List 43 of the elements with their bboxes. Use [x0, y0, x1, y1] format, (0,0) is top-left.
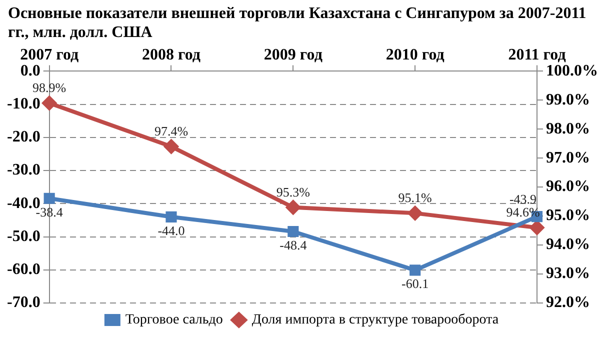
- point: [530, 220, 544, 235]
- chart-title: Основные показатели внешней торговли Казахстана с Сингапуром за 2007-2011 гг., млн. долл. США: [7, 4, 588, 42]
- x-tick-label: 2011 год: [508, 46, 566, 64]
- point: [44, 192, 55, 204]
- x-tick-label: 2010 год: [386, 46, 444, 64]
- x-tick-label: 2007 год: [20, 46, 79, 64]
- point: [410, 264, 421, 276]
- y2-tick-label: 96.0%: [546, 178, 590, 196]
- y-tick-label: -40.0: [7, 194, 40, 212]
- point: [286, 200, 300, 214]
- legend-label: Доля импорта в структуре товарооборота: [252, 312, 500, 328]
- data-label: -48.4: [280, 237, 308, 252]
- point: [166, 211, 177, 222]
- y2-tick-label: 97.0%: [546, 149, 590, 166]
- y-tick-label: -30.0: [7, 162, 40, 179]
- data-label: -43.9: [509, 191, 537, 206]
- y-tick-label: -70.0: [7, 294, 40, 312]
- data-label: -60.1: [402, 276, 429, 292]
- point: [408, 206, 422, 220]
- point: [42, 96, 56, 110]
- y2-tick-label: 95.0%: [546, 207, 590, 224]
- data-label: 97.4%: [154, 123, 188, 138]
- data-label: 95.3%: [276, 184, 310, 200]
- y2-tick-label: 94.0%: [546, 236, 590, 254]
- y-tick-label: 0.0: [20, 62, 40, 80]
- y-tick-label: -20.0: [7, 128, 40, 146]
- y-tick-label: -50.0: [7, 228, 40, 245]
- data-label: 95.1%: [398, 190, 432, 206]
- data-label: -44.0: [158, 222, 185, 238]
- x-tick-label: 2008 год: [142, 46, 200, 64]
- legend-label: Торговое сальдо: [125, 312, 223, 328]
- y-tick-label: -60.0: [7, 261, 40, 278]
- point: [164, 140, 178, 154]
- y2-tick-label: 92.0%: [546, 294, 590, 312]
- point: [288, 226, 299, 238]
- y2-tick-label: 98.0%: [546, 120, 590, 138]
- y-tick-label: -10.0: [7, 95, 40, 112]
- y2-tick-label: 93.0%: [546, 265, 590, 282]
- data-label: 94.6%: [506, 204, 540, 220]
- x-tick-label: 2009 год: [264, 46, 322, 64]
- y2-tick-label: 99.0%: [546, 91, 590, 108]
- data-label: 98.9%: [32, 80, 66, 95]
- y2-tick-label: 100.0%: [546, 62, 598, 80]
